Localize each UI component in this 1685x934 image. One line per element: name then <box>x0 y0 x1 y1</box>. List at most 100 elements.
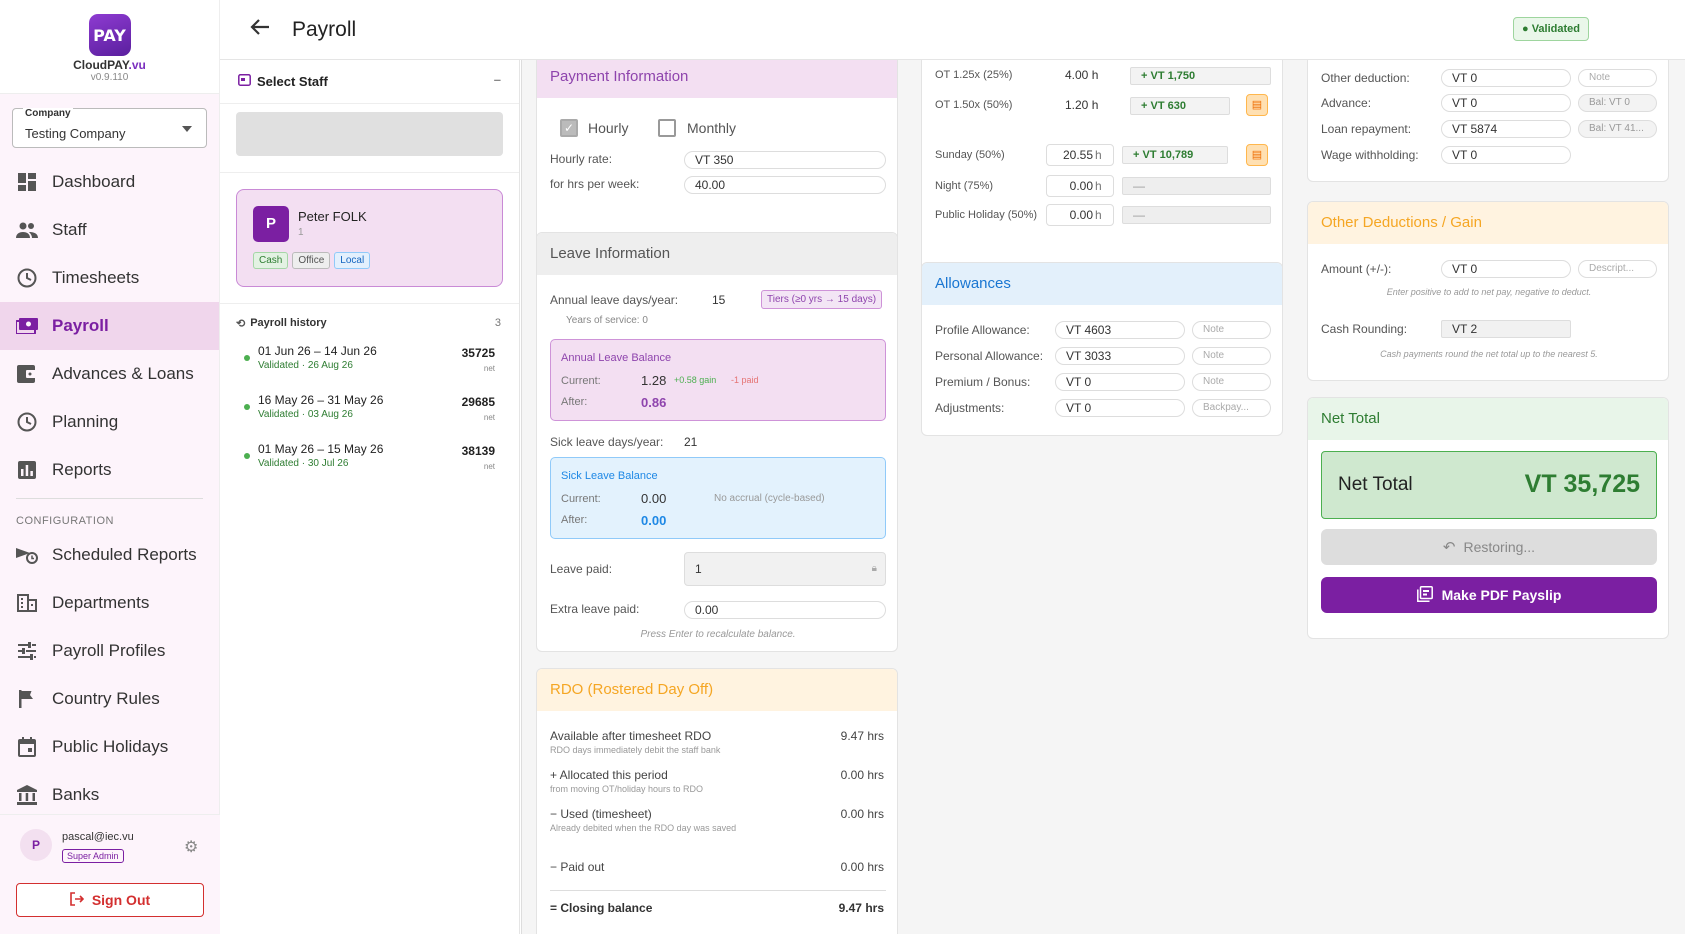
select-staff-title: Select Staff <box>257 74 328 89</box>
hourly-checkbox[interactable]: ✓ <box>560 119 578 137</box>
history-item[interactable]: 16 May 26 – 31 May 26 Validated · 03 Aug… <box>220 391 519 440</box>
hours-unit: h <box>1095 208 1102 222</box>
make-pdf-payslip-button[interactable]: Make PDF Payslip <box>1321 577 1657 613</box>
amount-input[interactable]: VT 0 <box>1441 260 1571 278</box>
extra-leave-input[interactable]: 0.00 <box>684 601 886 619</box>
rdo-row-value: 0.00 hrs <box>840 768 884 782</box>
tag-cash: Cash <box>253 252 289 269</box>
history-amount: 29685 <box>461 395 495 409</box>
allowance-input[interactable]: VT 3033 <box>1055 347 1185 365</box>
allowances-panel: Allowances Profile Allowance: VT 4603 No… <box>921 262 1283 436</box>
sunday-hours-input[interactable]: 20.55 <box>1046 144 1114 166</box>
status-dot-icon <box>244 355 250 361</box>
leave-paid-input: 1 🔒︎ <box>684 552 886 586</box>
deduction-input[interactable]: VT 0 <box>1441 69 1571 87</box>
sick-after-value: 0.00 <box>641 513 667 528</box>
deduction-input[interactable]: VT 0 <box>1441 94 1571 112</box>
select-staff-header: Select Staff – <box>220 60 519 104</box>
staff-search-input[interactable] <box>236 112 503 156</box>
nav-label: Departments <box>52 593 150 612</box>
sick-balance-title: Sick Leave Balance <box>561 470 658 482</box>
divider <box>550 890 886 891</box>
allowance-input[interactable]: VT 0 <box>1055 373 1185 391</box>
sick-accrual-note: No accrual (cycle-based) <box>714 493 825 504</box>
rdo-row-label: + Allocated this period <box>550 768 668 782</box>
nav-label: Country Rules <box>52 689 160 708</box>
collapse-button[interactable]: – <box>493 72 501 87</box>
night-hours-input[interactable]: 0.00 <box>1046 175 1114 197</box>
nav-label: Payroll Profiles <box>52 641 166 660</box>
leave-info-title: Leave Information <box>537 233 897 275</box>
nav-label: Planning <box>52 412 119 431</box>
nav-banks[interactable]: Banks <box>0 771 219 819</box>
staff-tags: Cash Office Local <box>253 252 371 269</box>
allowance-note[interactable]: Note <box>1192 373 1271 391</box>
history-icon: ⟲ <box>236 317 246 330</box>
edit-icon[interactable]: ▤ <box>1246 144 1268 166</box>
leave-info-panel: Leave Information Annual leave days/year… <box>536 232 898 652</box>
brand-name: CloudPAY.vu <box>0 58 219 72</box>
nav-reports[interactable]: Reports <box>0 446 219 494</box>
staff-id: 1 <box>298 227 304 238</box>
history-period: 01 Jun 26 – 14 Jun 26 <box>258 344 377 358</box>
monthly-checkbox[interactable] <box>658 119 676 137</box>
staff-name: Peter FOLK <box>298 209 367 224</box>
holiday-hours-input[interactable]: 0.00 <box>1046 204 1114 226</box>
nav-divider <box>16 498 203 499</box>
history-item[interactable]: 01 Jun 26 – 14 Jun 26 Validated · 26 Aug… <box>220 342 519 391</box>
deduction-input[interactable]: VT 0 <box>1441 146 1571 164</box>
ot-amount: + VT 630 <box>1130 97 1230 115</box>
allowance-input[interactable]: VT 4603 <box>1055 321 1185 339</box>
net-total-label: Net Total <box>1338 474 1413 495</box>
edit-icon[interactable]: ▤ <box>1246 94 1268 116</box>
gear-icon[interactable]: ⚙ <box>184 839 199 856</box>
flag-icon <box>16 688 38 710</box>
status-badge: ● Validated <box>1513 17 1589 41</box>
leave-paid-value: 1 <box>695 562 702 576</box>
net-total-title: Net Total <box>1308 398 1668 440</box>
status-dot-icon <box>244 404 250 410</box>
annual-balance-title: Annual Leave Balance <box>561 352 672 364</box>
nav-public-holidays[interactable]: Public Holidays <box>0 723 219 771</box>
nav-country-rules[interactable]: Country Rules <box>0 675 219 723</box>
main-content[interactable]: Payment Information ✓ Hourly Monthly Hou… <box>521 60 1685 934</box>
nav-payroll[interactable]: Payroll <box>0 302 219 350</box>
nav-scheduled-reports[interactable]: Scheduled Reports <box>0 531 219 579</box>
nav-departments[interactable]: Departments <box>0 579 219 627</box>
schedule-send-icon <box>16 544 38 566</box>
allowance-note[interactable]: Note <box>1192 321 1271 339</box>
staff-card[interactable]: P Peter FOLK 1 Cash Office Local <box>236 189 503 287</box>
nav-advances-loans[interactable]: Advances & Loans <box>0 350 219 398</box>
hours-per-week-input[interactable]: 40.00 <box>684 176 886 194</box>
staff-avatar: P <box>253 206 289 242</box>
nav-timesheets[interactable]: Timesheets <box>0 254 219 302</box>
allowance-input[interactable]: VT 0 <box>1055 399 1185 417</box>
hourly-rate-input[interactable]: VT 350 <box>684 151 886 169</box>
rdo-row-value: 0.00 hrs <box>840 860 884 874</box>
nav-payroll-profiles[interactable]: Payroll Profiles <box>0 627 219 675</box>
recalc-hint: Press Enter to recalculate balance. <box>640 629 796 640</box>
history-title: Payroll history <box>250 317 327 329</box>
deduction-label: Wage withholding: <box>1321 148 1419 162</box>
sign-out-button[interactable]: Sign Out <box>16 883 204 917</box>
nav-staff[interactable]: Staff <box>0 206 219 254</box>
deduction-input[interactable]: VT 5874 <box>1441 120 1571 138</box>
back-arrow-icon[interactable] <box>250 16 270 42</box>
allowance-note[interactable]: Backpay... <box>1192 399 1271 417</box>
restoring-button[interactable]: ↶ Restoring... <box>1321 529 1657 565</box>
deduction-note[interactable]: Note <box>1578 69 1657 87</box>
ot-amount: — <box>1122 206 1271 224</box>
history-item[interactable]: 01 May 26 – 15 May 26 Validated · 30 Jul… <box>220 440 519 489</box>
nav-dashboard[interactable]: Dashboard <box>0 158 219 206</box>
sign-out-label: Sign Out <box>91 892 151 908</box>
description-input[interactable]: Descript... <box>1578 260 1657 278</box>
panel-divider <box>521 60 522 934</box>
allowance-note[interactable]: Note <box>1192 347 1271 365</box>
payments-icon <box>16 315 38 337</box>
current-label: Current: <box>561 375 601 387</box>
nav-planning[interactable]: Planning <box>0 398 219 446</box>
config-heading: CONFIGURATION <box>16 515 114 527</box>
annual-after-value: 0.86 <box>641 395 667 410</box>
company-select[interactable]: Company Testing Company <box>12 108 207 148</box>
after-label: After: <box>561 396 588 408</box>
